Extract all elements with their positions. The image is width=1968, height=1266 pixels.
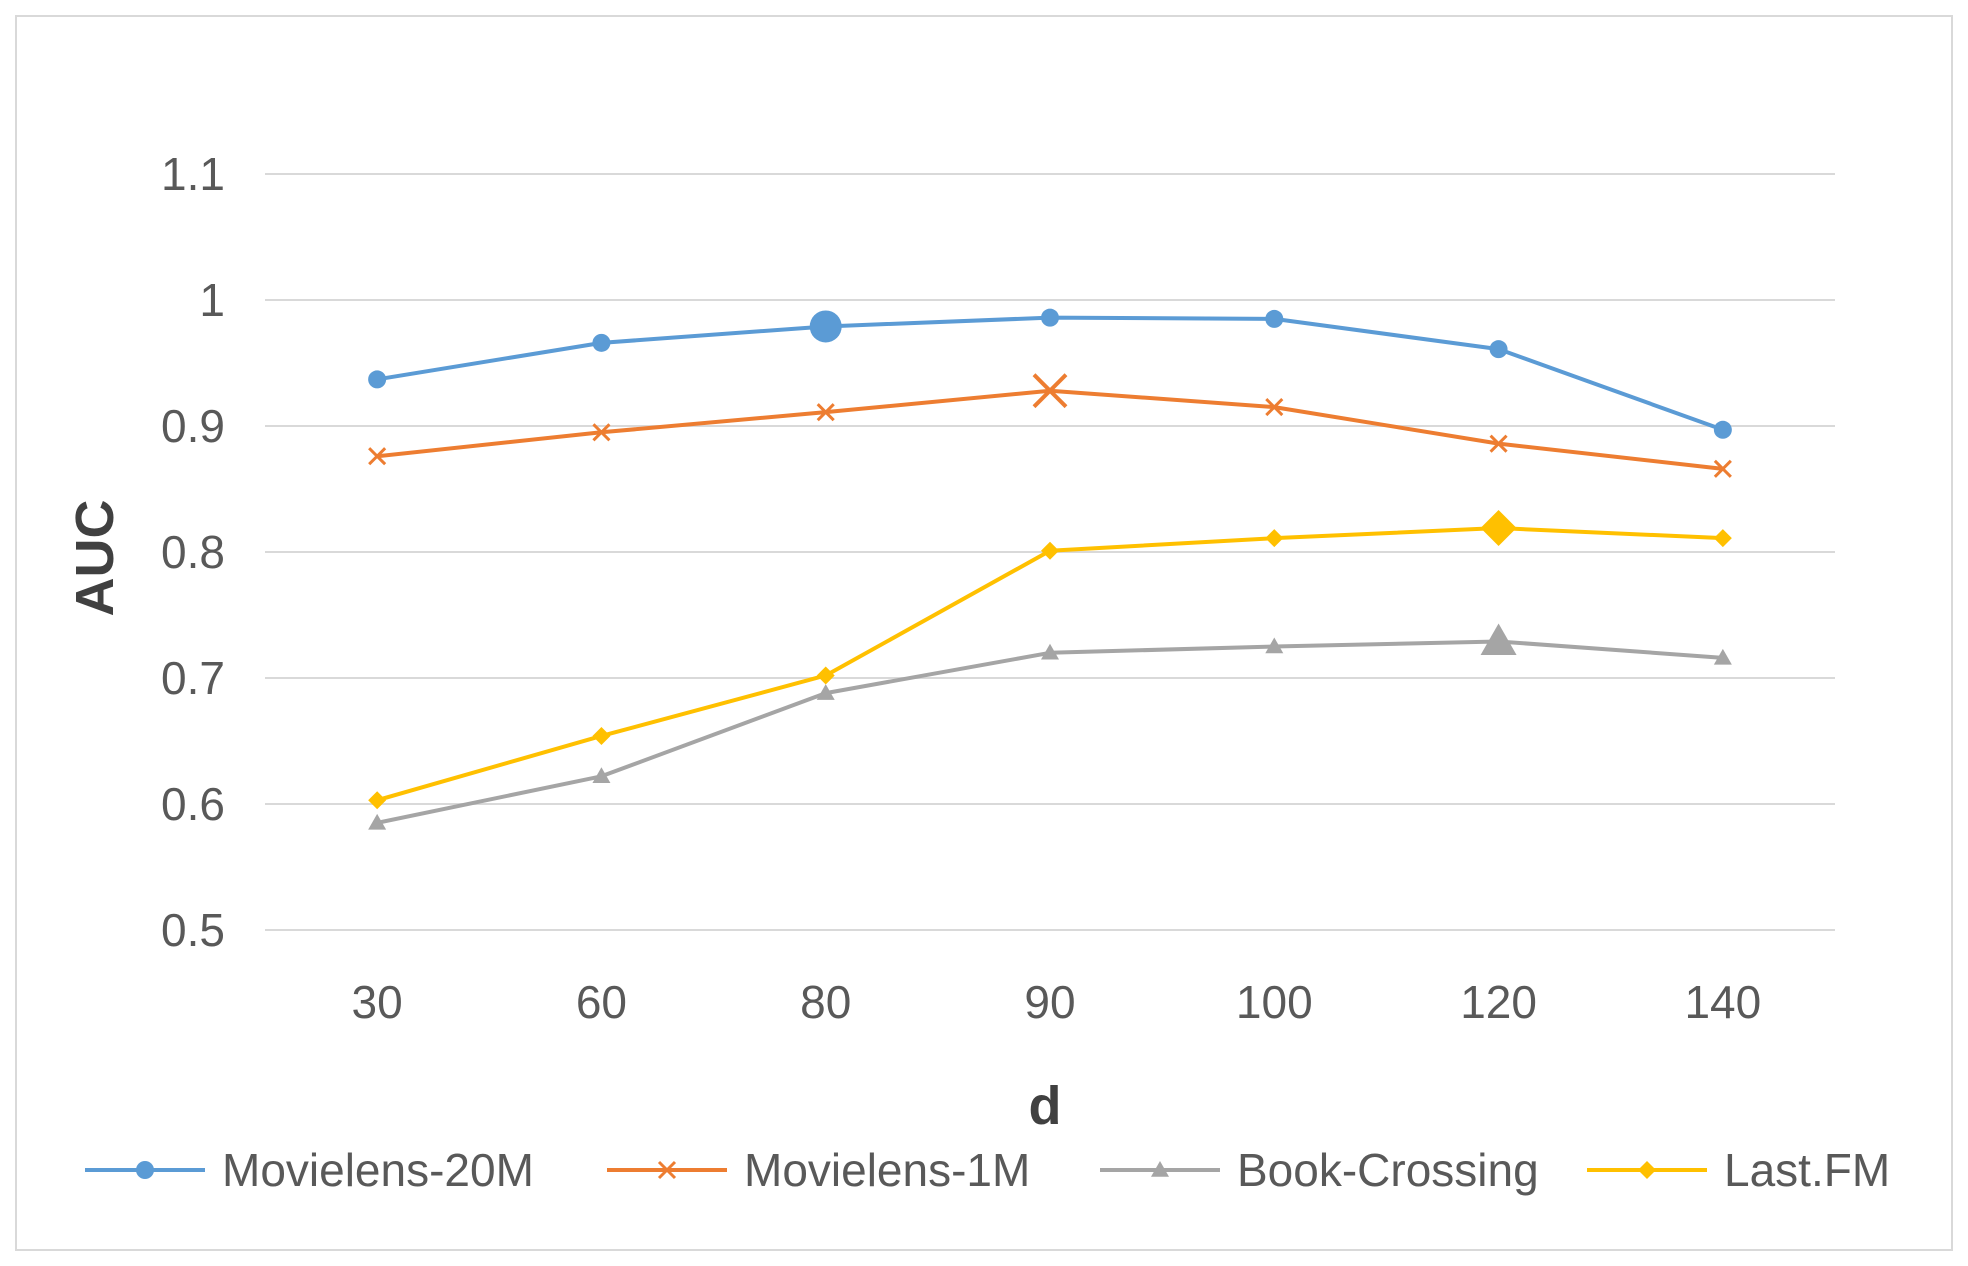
x-tick-label: 90 [1024, 976, 1075, 1028]
data-point-last-fm [816, 666, 835, 685]
legend: Movielens-20M Movielens-1M Book-Crossing La… [85, 1144, 1890, 1196]
data-point-last-fm [368, 791, 387, 810]
data-point-movielens-1m [1489, 434, 1508, 453]
x-tick-label: 100 [1236, 976, 1313, 1028]
series-movielens-1m [368, 373, 1732, 478]
x-axis-ticks: 30 60 80 90 100 120 140 [352, 976, 1762, 1028]
x-tick-label: 120 [1460, 976, 1537, 1028]
data-point-movielens-20m [809, 310, 842, 343]
series-line-movielens-20m [376, 315, 1724, 432]
series-line-movielens-1m [376, 388, 1724, 471]
legend-marker [1638, 1161, 1656, 1179]
data-point-book-crossing [1713, 648, 1732, 665]
data-point-book-crossing [368, 813, 387, 830]
data-point-movielens-20m [1041, 308, 1059, 327]
data-point-movielens-20m [1713, 420, 1732, 439]
data-point-book-crossing [1041, 643, 1059, 660]
data-point-book-crossing [816, 684, 835, 700]
legend-label: Last.FM [1724, 1144, 1890, 1196]
data-point-movielens-20m [592, 333, 611, 352]
data-point-last-fm [1041, 541, 1059, 560]
series-last-fm [368, 510, 1732, 810]
x-tick-label: 80 [800, 976, 851, 1028]
data-point-book-crossing [1480, 623, 1517, 655]
x-axis-title: d [1029, 1076, 1062, 1136]
legend-label: Movielens-20M [222, 1144, 534, 1196]
y-axis-title: AUC [65, 500, 125, 617]
data-point-movielens-20m [368, 370, 387, 389]
data-point-movielens-20m [1489, 340, 1508, 359]
data-point-movielens-1m [1713, 459, 1732, 478]
legend-marker [657, 1160, 677, 1180]
series-line-book-crossing [376, 639, 1724, 825]
y-axis-ticks: 0.5 0.6 0.7 0.8 0.9 1 1.1 [161, 148, 225, 956]
data-point-book-crossing [592, 767, 611, 784]
series-line-last-fm [376, 526, 1723, 803]
y-tick-label: 0.8 [161, 526, 225, 578]
legend-label: Book-Crossing [1237, 1144, 1539, 1196]
data-point-movielens-1m [368, 447, 387, 466]
legend-marker [136, 1161, 154, 1179]
legend-item-last-fm: Last.FM [1587, 1144, 1890, 1196]
data-point-last-fm [1713, 529, 1732, 548]
x-tick-label: 140 [1684, 976, 1761, 1028]
y-tick-label: 1.1 [161, 148, 225, 200]
data-point-movielens-20m [1265, 309, 1284, 328]
y-tick-label: 0.9 [161, 400, 225, 452]
data-point-movielens-1m [816, 403, 835, 422]
x-tick-label: 30 [352, 976, 403, 1028]
series-group [368, 308, 1732, 830]
data-point-movielens-1m [1032, 373, 1068, 409]
legend-item-book-crossing: Book-Crossing [1100, 1144, 1539, 1196]
data-point-movielens-1m [592, 423, 611, 442]
data-point-last-fm [592, 726, 611, 745]
y-tick-label: 0.5 [161, 904, 225, 956]
data-point-book-crossing [1265, 637, 1284, 654]
series-movielens-20m [368, 308, 1732, 439]
legend-item-movielens-20m: Movielens-20M [85, 1144, 534, 1196]
chart-frame [15, 15, 1953, 1251]
legend-marker [1151, 1161, 1169, 1177]
series-book-crossing [368, 623, 1732, 830]
data-point-last-fm [1480, 510, 1517, 547]
y-tick-label: 1 [199, 274, 225, 326]
legend-label: Movielens-1M [744, 1144, 1030, 1196]
gridlines [265, 173, 1835, 931]
data-point-last-fm [1265, 529, 1284, 548]
y-tick-label: 0.6 [161, 778, 225, 830]
x-tick-label: 60 [576, 976, 627, 1028]
legend-item-movielens-1m: Movielens-1M [607, 1144, 1030, 1196]
data-point-movielens-1m [1265, 398, 1284, 417]
y-tick-label: 0.7 [161, 652, 225, 704]
